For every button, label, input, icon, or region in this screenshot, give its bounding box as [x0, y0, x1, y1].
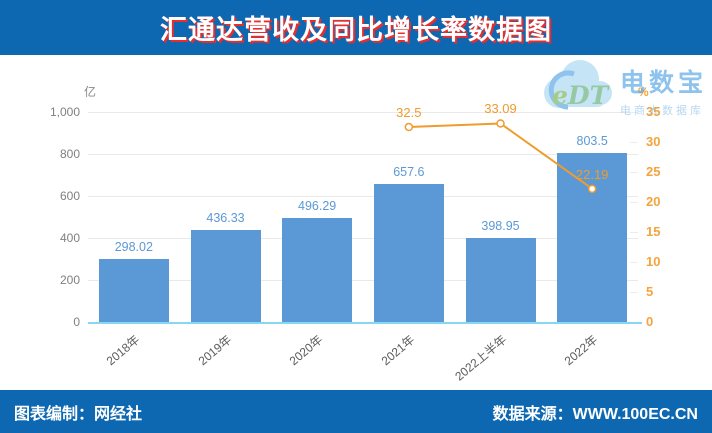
- grid-line: [88, 196, 638, 197]
- line-value-label: 32.5: [396, 105, 422, 120]
- right-axis-tick-mark: [630, 172, 638, 173]
- bar-value-label: 803.5: [576, 134, 608, 149]
- right-axis-tick-mark: [630, 202, 638, 203]
- line-value-label: 22.19: [575, 166, 609, 182]
- bar-value-label: 496.29: [298, 198, 337, 213]
- left-axis-tick-label: 800: [59, 147, 80, 161]
- page-title: 汇通达营收及同比增长率数据图: [160, 15, 552, 45]
- right-axis-unit: %: [638, 85, 649, 99]
- left-axis-tick-label: 400: [59, 231, 80, 245]
- bar-value-label: 398.95: [481, 219, 520, 234]
- right-axis-tick-label: 0: [646, 314, 654, 329]
- right-axis-tick-label: 15: [646, 224, 661, 239]
- right-axis-tick-label: 25: [646, 164, 661, 179]
- line-marker: [404, 122, 414, 132]
- line-marker: [496, 119, 505, 128]
- x-axis-line: [88, 322, 642, 324]
- right-axis-tick-label: 20: [646, 194, 661, 209]
- grid-line: [88, 154, 638, 155]
- growth-line: [404, 119, 597, 194]
- revenue-bar: [98, 259, 169, 322]
- revenue-bar: [557, 153, 628, 322]
- left-axis-tick-label: 1,000: [49, 105, 80, 119]
- right-axis-tick-label: 5: [646, 284, 654, 299]
- grid-line: [88, 112, 638, 113]
- right-axis-tick-mark: [630, 232, 638, 233]
- left-axis-tick-label: 0: [73, 315, 80, 329]
- revenue-bar: [282, 217, 353, 322]
- right-axis-tick-label: 30: [646, 134, 661, 149]
- revenue-bar: [465, 238, 536, 322]
- left-axis-unit: 亿: [83, 85, 96, 99]
- revenue-bar: [373, 183, 444, 322]
- left-axis-tick-label: 200: [59, 273, 80, 287]
- footer-credit: 图表编制：网经社: [14, 405, 143, 423]
- right-axis-tick-label: 10: [646, 254, 661, 269]
- right-axis-tick-mark: [630, 112, 638, 113]
- left-axis-tick-label: 600: [59, 189, 80, 203]
- bar-value-label: 298.02: [114, 240, 153, 255]
- footer-source: 数据来源：WWW.100EC.CN: [492, 405, 698, 423]
- title-bar: 汇通达营收及同比增长率数据图: [0, 0, 712, 55]
- right-axis-tick-mark: [630, 142, 638, 143]
- bar-value-label: 436.33: [206, 211, 245, 226]
- right-axis-tick-mark: [630, 262, 638, 263]
- grid-line: [88, 238, 638, 239]
- bar-value-label: 657.6: [393, 164, 425, 179]
- chart-canvas: 亿 % 0 200 400 600 800 1,000 0 5 10 15 20 25 30 35 298.…: [0, 55, 712, 390]
- right-axis-tick-mark: [630, 292, 638, 293]
- line-marker: [587, 184, 597, 194]
- right-axis-tick-label: 35: [646, 104, 661, 119]
- footer-bar: 图表编制：网经社 数据来源：WWW.100EC.CN: [0, 390, 712, 433]
- line-value-label: 33.09: [484, 101, 517, 117]
- revenue-bar: [190, 230, 261, 322]
- grid-line: [88, 280, 638, 281]
